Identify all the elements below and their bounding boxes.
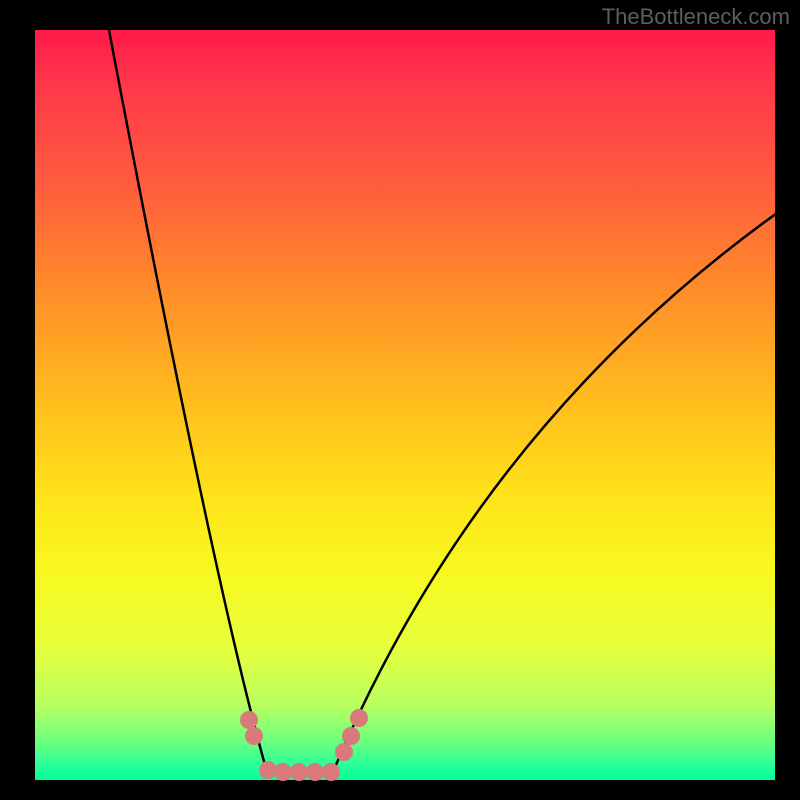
plot-area <box>35 30 775 780</box>
watermark-text: TheBottleneck.com <box>602 4 790 30</box>
